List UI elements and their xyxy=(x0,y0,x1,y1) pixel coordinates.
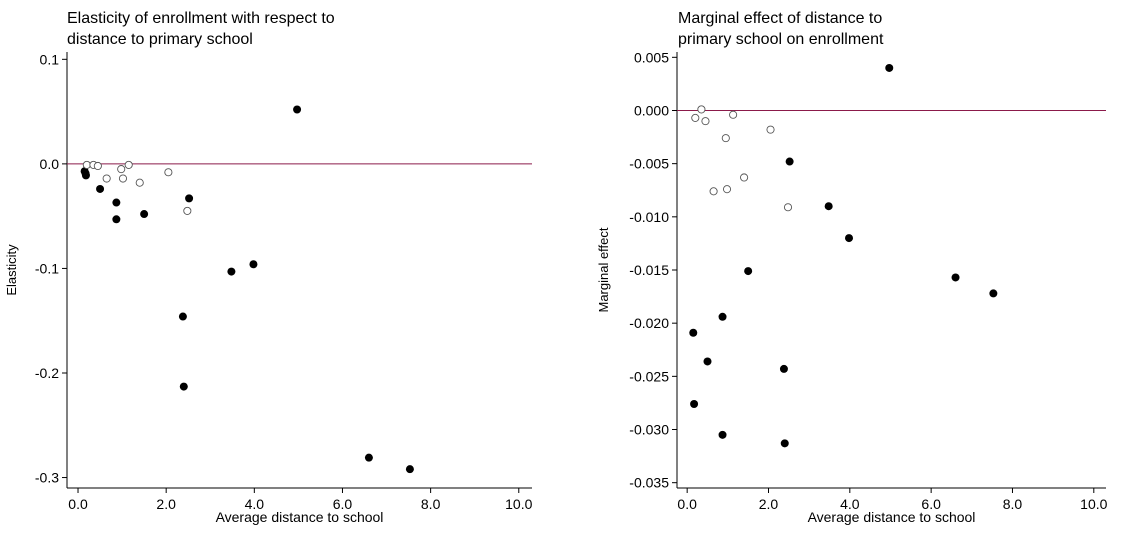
x-axis-label: Average distance to school xyxy=(808,509,976,525)
y-tick-label: -0.010 xyxy=(629,209,669,225)
filled-data-point xyxy=(744,267,753,276)
x-tick-label: 2.0 xyxy=(759,496,779,512)
x-tick-label: 2.0 xyxy=(156,496,176,512)
hollow-data-point xyxy=(82,160,91,169)
x-tick-label: 10.0 xyxy=(505,496,532,512)
filled-data-point xyxy=(785,157,794,166)
y-tick-label: 0.1 xyxy=(40,51,60,67)
hollow-data-point xyxy=(783,203,793,212)
hollow-data-point xyxy=(729,110,738,119)
filled-data-point xyxy=(989,289,998,298)
filled-data-point xyxy=(824,202,833,211)
hollow-data-point xyxy=(117,165,126,174)
hollow-data-point xyxy=(124,160,133,169)
chart-title: Marginal effect of distance to primary s… xyxy=(678,8,883,50)
chart-title-line-1: Marginal effect of distance to xyxy=(678,10,883,27)
filled-data-point xyxy=(185,194,194,203)
filled-data-point xyxy=(227,267,236,276)
x-tick-label: 4.0 xyxy=(245,496,265,512)
filled-data-point xyxy=(885,63,894,72)
y-tick-label: -0.025 xyxy=(629,368,669,384)
y-tick-label: -0.020 xyxy=(629,315,669,331)
hollow-data-point xyxy=(164,168,173,177)
y-tick-label: 0.000 xyxy=(634,102,669,118)
marginal-effect-chart-panel: Marginal effect of distance to primary s… xyxy=(563,0,1126,533)
hollow-data-point xyxy=(709,187,718,196)
marginal-effect-scatter-plot: 0.005 0.000 -0.005 -0.010 -0.015 -0.020 -0.025… xyxy=(596,49,1108,525)
filled-data-point xyxy=(112,198,121,207)
filled-data-point xyxy=(689,328,698,337)
x-tick-label: 10.0 xyxy=(1080,496,1107,512)
filled-data-point xyxy=(112,215,121,224)
hollow-data-point xyxy=(721,134,730,143)
y-tick-label: -0.1 xyxy=(35,260,59,276)
y-tick-label: -0.005 xyxy=(629,156,669,172)
hollow-data-point xyxy=(691,113,700,122)
hollow-data-point xyxy=(93,161,102,171)
hollow-data-point xyxy=(102,174,111,183)
filled-data-point xyxy=(293,105,302,114)
hollow-data-point xyxy=(183,206,192,215)
filled-data-point xyxy=(845,234,854,243)
hollow-data-point xyxy=(118,174,128,183)
x-tick-label: 8.0 xyxy=(421,496,441,512)
filled-data-point xyxy=(364,453,373,462)
filled-data-point xyxy=(780,439,789,448)
x-tick-label: 0.0 xyxy=(677,496,697,512)
x-tick-label: 0.0 xyxy=(68,496,88,512)
filled-data-point xyxy=(690,399,699,408)
hollow-data-point xyxy=(697,105,706,114)
hollow-data-point xyxy=(722,185,732,194)
filled-data-point xyxy=(718,312,727,321)
y-axis-label: Elasticity xyxy=(4,244,19,296)
filled-data-point xyxy=(779,364,788,373)
y-tick-label: 0.0 xyxy=(40,156,60,172)
chart-title-line-2: distance to primary school xyxy=(67,31,253,48)
hollow-data-point xyxy=(766,125,775,134)
y-tick-label: -0.3 xyxy=(35,470,59,486)
filled-data-point xyxy=(718,430,727,439)
filled-data-point xyxy=(81,171,90,180)
filled-data-point xyxy=(96,184,105,193)
chart-title-line-2: primary school on enrollment xyxy=(678,31,884,48)
hollow-data-point xyxy=(740,173,749,182)
x-tick-label: 6.0 xyxy=(921,496,941,512)
filled-data-point xyxy=(140,210,149,219)
filled-data-point xyxy=(703,357,712,366)
elasticity-chart-panel: Elasticity of enrollment with respect to… xyxy=(0,0,563,533)
y-tick-label: -0.015 xyxy=(629,262,669,278)
y-tick-label: -0.2 xyxy=(35,365,59,381)
x-tick-label: 4.0 xyxy=(840,496,860,512)
filled-data-point xyxy=(405,465,414,474)
filled-data-point xyxy=(179,382,188,391)
chart-title-line-1: Elasticity of enrollment with respect to xyxy=(67,10,335,27)
x-axis-label: Average distance to school xyxy=(216,509,384,525)
y-tick-label: 0.005 xyxy=(634,49,669,65)
y-tick-label: -0.035 xyxy=(629,475,669,491)
chart-title: Elasticity of enrollment with respect to… xyxy=(67,8,335,50)
hollow-data-point xyxy=(701,117,710,126)
elasticity-scatter-plot: 0.1 0.0 -0.1 -0.2 -0.3 0.0 2.0 4.0 6.0 8.0 10.0 Ave… xyxy=(4,51,533,525)
x-tick-label: 8.0 xyxy=(1003,496,1023,512)
filled-data-point xyxy=(178,312,187,321)
filled-data-point xyxy=(249,260,258,269)
y-axis-label: Marginal effect xyxy=(596,227,611,312)
y-tick-label: -0.030 xyxy=(629,422,669,438)
x-tick-label: 6.0 xyxy=(333,496,353,512)
hollow-data-point xyxy=(135,178,144,187)
filled-data-point xyxy=(951,273,960,282)
